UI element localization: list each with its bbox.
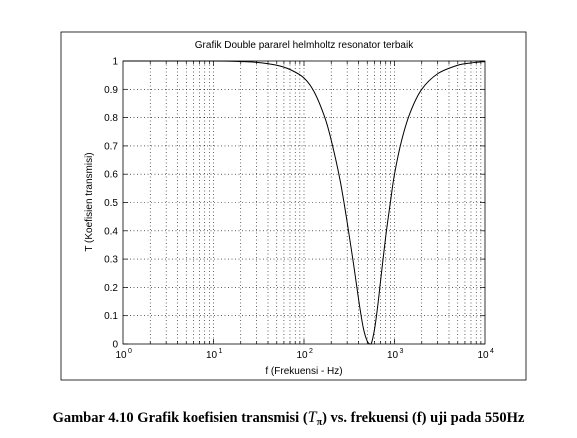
transmission-chart: 00.10.20.30.40.50.60.70.80.91 10 0 10 1 10 2 1… <box>60 31 527 381</box>
x-tick-exponent: 4 <box>490 348 494 355</box>
x-tick-label: 10 <box>477 350 489 361</box>
chart-title: Grafik Double pararel helmholtz resonato… <box>195 40 414 51</box>
y-tick-label: 0.3 <box>104 255 118 266</box>
x-tick-label: 10 <box>115 350 127 361</box>
x-tick-exponent: 3 <box>400 348 404 355</box>
y-tick-label: 0 <box>112 340 118 351</box>
series-line <box>123 60 486 345</box>
y-tick-label: 0.6 <box>104 170 118 181</box>
y-tick-label: 0.8 <box>104 113 118 124</box>
y-axis-label: T (Koefisien transmisi) <box>84 152 95 251</box>
y-tick-labels: 0 0.1 0.2 0.3 0.4 0.5 0.6 0.7 0.8 0.9 1 <box>104 57 118 351</box>
caption-subscript: π <box>316 417 323 428</box>
y-tick-label: 0.4 <box>104 226 118 237</box>
y-tick-label: 1 <box>112 57 118 68</box>
x-tick-exponent: 0 <box>128 348 132 355</box>
x-tick-label: 10 <box>206 350 218 361</box>
x-tick-exponent: 1 <box>219 348 223 355</box>
y-tick-label: 0.2 <box>104 283 118 294</box>
x-tick-labels: 10 0 10 1 10 2 10 3 10 4 <box>115 348 494 361</box>
tick-marks <box>123 60 485 345</box>
caption-symbol: T <box>307 409 317 426</box>
x-axis-label: f (Frekuensi - Hz) <box>265 366 342 377</box>
y-tick-label: 0.7 <box>104 141 118 152</box>
y-tick-label: 0.1 <box>104 311 118 322</box>
y-tick-label: 0.5 <box>104 198 118 209</box>
y-tick-label: 0.9 <box>104 85 118 96</box>
caption-suffix: ) vs. frekuensi (f) uji pada 550Hz <box>322 410 525 426</box>
caption-prefix: Gambar 4.10 Grafik koefisien transmisi ( <box>52 410 308 426</box>
figure-caption: Gambar 4.10 Grafik koefisien transmisi (… <box>0 403 577 433</box>
x-tick-exponent: 2 <box>309 348 313 355</box>
grid-lines <box>123 61 485 344</box>
x-tick-label: 10 <box>296 350 308 361</box>
x-tick-label: 10 <box>387 350 399 361</box>
